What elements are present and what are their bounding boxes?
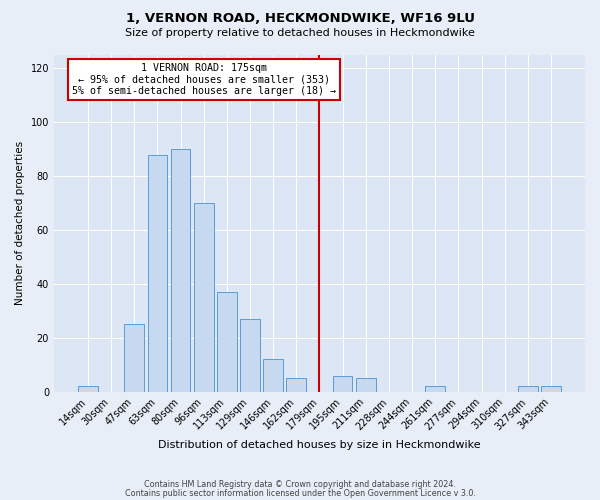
Y-axis label: Number of detached properties: Number of detached properties — [15, 142, 25, 306]
Bar — [356, 378, 376, 392]
Bar — [194, 203, 214, 392]
Bar — [541, 386, 561, 392]
Text: Size of property relative to detached houses in Heckmondwike: Size of property relative to detached ho… — [125, 28, 475, 38]
Text: Contains HM Land Registry data © Crown copyright and database right 2024.: Contains HM Land Registry data © Crown c… — [144, 480, 456, 489]
Bar — [78, 386, 98, 392]
Bar — [148, 154, 167, 392]
Bar — [263, 360, 283, 392]
Text: 1 VERNON ROAD: 175sqm
← 95% of detached houses are smaller (353)
5% of semi-deta: 1 VERNON ROAD: 175sqm ← 95% of detached … — [71, 63, 335, 96]
Bar — [425, 386, 445, 392]
X-axis label: Distribution of detached houses by size in Heckmondwike: Distribution of detached houses by size … — [158, 440, 481, 450]
Bar — [240, 319, 260, 392]
Text: 1, VERNON ROAD, HECKMONDWIKE, WF16 9LU: 1, VERNON ROAD, HECKMONDWIKE, WF16 9LU — [125, 12, 475, 26]
Bar — [518, 386, 538, 392]
Bar — [217, 292, 236, 392]
Text: Contains public sector information licensed under the Open Government Licence v : Contains public sector information licen… — [125, 488, 475, 498]
Bar — [124, 324, 144, 392]
Bar — [333, 376, 352, 392]
Bar — [170, 150, 190, 392]
Bar — [286, 378, 306, 392]
